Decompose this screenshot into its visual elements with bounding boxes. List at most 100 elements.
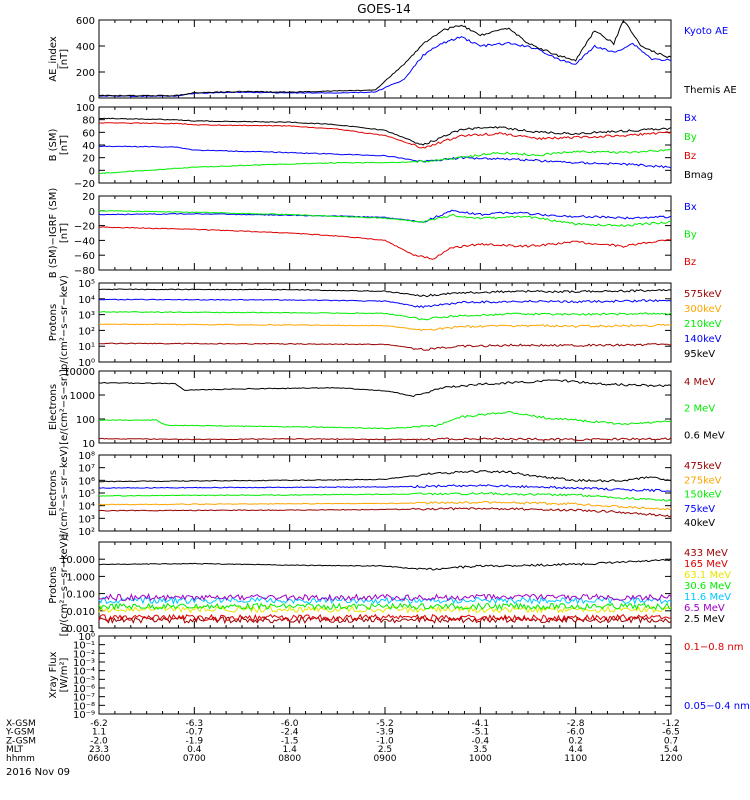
y-axis-label: Protonsp/(cm²−s−sr−keV): [48, 275, 70, 370]
y-tick-label: 10⁻⁷: [73, 693, 95, 704]
series-group: [98, 558, 672, 625]
y-tick-label: 20: [82, 192, 95, 203]
ephemeris-value: -5.1: [472, 728, 490, 738]
y-tick-label: 100: [76, 103, 95, 114]
y-axis-label: Electrons[e/(cm²−s−sr)]: [48, 369, 70, 445]
y-tick-label: 10⁻³: [73, 658, 95, 669]
series-line: [98, 613, 672, 622]
panel-frame: [98, 541, 672, 629]
y-tick-label: 10²: [78, 527, 95, 538]
ephemeris-value: 0600: [88, 754, 111, 764]
ephemeris-value: 1200: [660, 754, 683, 764]
y-tick-label: 10⁵: [78, 279, 95, 290]
legend-entry: Themis AE: [683, 85, 737, 96]
legend-entry: Bmag: [684, 170, 713, 181]
panel-frame: [98, 454, 672, 532]
legend-entry: 40keV: [684, 518, 715, 529]
y-tick-label: 0.100: [66, 590, 95, 601]
ephemeris-value: -1.9: [186, 736, 204, 746]
y-tick-label: 10⁰: [78, 358, 95, 369]
ephemeris-row-label: Y-GSM: [5, 728, 34, 738]
ephemeris-row-label: Z-GSM: [6, 736, 36, 746]
series-group: [98, 117, 672, 175]
y-tick-label: 40: [82, 141, 95, 152]
y-tick-label: 100: [76, 415, 95, 426]
series-line: [98, 558, 672, 571]
legend-entry: 0.6 MeV: [684, 430, 725, 441]
y-tick-label: −60: [74, 251, 95, 262]
ephemeris-row-label: hhmm: [6, 754, 35, 764]
ephemeris-value: -1.5: [281, 736, 299, 746]
y-axis-label: AE_index[nT]: [48, 36, 70, 82]
ephemeris-value: -6.3: [186, 719, 204, 729]
panel-frame: [98, 19, 672, 99]
legend-entry: 0.1−0.8 nm: [684, 642, 743, 653]
y-tick-label: 400: [76, 42, 95, 53]
panel-frame: [98, 106, 672, 184]
legend-entry: Bx: [684, 113, 697, 124]
y-tick-label: 10000: [63, 367, 95, 378]
y-tick-label: 60: [82, 128, 95, 139]
legend-entry: 2 MeV: [684, 404, 715, 415]
ephemeris-value: -3.9: [376, 728, 394, 738]
legend-entry: 95keV: [684, 349, 715, 360]
series-line: [98, 470, 672, 483]
y-axis-label: Electronse/(cm²−s−sr−keV): [48, 446, 70, 541]
series-line: [98, 117, 672, 146]
legend-entry: 0.05−0.4 nm: [684, 701, 750, 712]
ephemeris-value: 2.5: [378, 745, 392, 755]
series-line: [98, 484, 672, 493]
ephemeris-value: -0.7: [186, 728, 204, 738]
series-line: [98, 20, 672, 97]
ephemeris-row-label: X-GSM: [6, 719, 36, 729]
chart-title: GOES-14: [357, 2, 411, 16]
series-line: [98, 122, 672, 149]
legend-entry: Bz: [684, 257, 696, 268]
y-axis-label: B (SM)−IGRF (SM)[nT]: [48, 188, 70, 279]
ephemeris-value: 1100: [564, 754, 587, 764]
legend-entry: 210keV: [684, 319, 722, 330]
series-line: [98, 605, 672, 614]
y-tick-label: 1.000: [66, 572, 95, 583]
legend-entry: By: [684, 132, 697, 143]
panel-frame: [98, 370, 672, 444]
legend-entry: 300keV: [684, 304, 722, 315]
y-tick-label: 10⁶: [78, 476, 95, 487]
ephemeris-value: -2.8: [567, 719, 585, 729]
series-group: [98, 20, 672, 98]
legend-entry: 140keV: [684, 334, 722, 345]
legend-entry: 4 MeV: [684, 377, 715, 388]
y-tick-label: 0: [89, 94, 95, 105]
legend-entry: 150keV: [684, 490, 722, 501]
y-tick-label: −20: [74, 222, 95, 233]
y-tick-label: 10⁻²: [73, 649, 95, 660]
legend-entry: 475keV: [684, 461, 722, 472]
series-group: [98, 209, 672, 260]
y-tick-label: 10⁵: [78, 489, 95, 500]
y-tick-label: 10⁸: [78, 451, 95, 462]
series-line: [98, 210, 672, 227]
y-tick-label: 10⁻⁹: [73, 710, 95, 721]
ephemeris-value: 0700: [183, 754, 206, 764]
series-group: [98, 288, 672, 351]
y-tick-label: 10⁻⁴: [73, 667, 95, 678]
y-axis-label: Protons[p/(cm²−s−sr−keV)]: [48, 534, 70, 637]
ephemeris-value: 0900: [374, 754, 397, 764]
y-tick-label: 10¹: [78, 342, 95, 353]
ephemeris-value: -6.5: [662, 728, 680, 738]
panel-bigrf: −80 −60 −40 −20 0 20 B (SM)−IGRF (SM)[nT] Bx By B…: [48, 188, 697, 279]
series-line: [98, 209, 672, 223]
ephemeris-value: -0.4: [472, 736, 490, 746]
series-line: [98, 288, 672, 298]
y-tick-label: 10⁻⁵: [73, 675, 95, 686]
series-line: [98, 226, 672, 260]
series-group: [98, 379, 672, 441]
y-axis-label: B (SM)[nT]: [48, 128, 70, 161]
y-tick-label: 200: [76, 68, 95, 79]
ephemeris-value: -6.0: [567, 728, 585, 738]
series-line: [98, 615, 672, 625]
legend-entry: 11.6 MeV: [684, 592, 731, 603]
